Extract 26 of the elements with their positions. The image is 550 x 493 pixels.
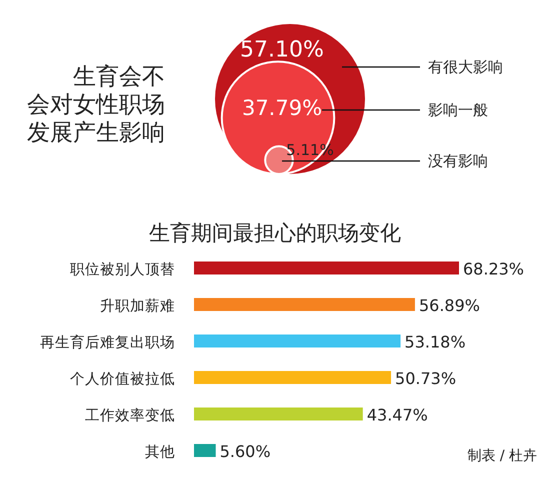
y-tick-label: 职位被别人顶替 xyxy=(70,261,175,278)
data-label: 57.10% xyxy=(240,37,324,62)
bar xyxy=(194,444,216,457)
bar xyxy=(194,262,459,274)
y-tick-label: 其他 xyxy=(145,444,175,460)
chart-title: 生育期间最担心的职场变化 xyxy=(149,221,401,245)
bar xyxy=(194,408,363,420)
data-label: 37.79% xyxy=(242,96,322,120)
data-label: 53.18% xyxy=(404,332,466,352)
category-label: 没有影响 xyxy=(428,152,488,170)
data-label: 50.73% xyxy=(395,369,456,388)
data-label: 43.47% xyxy=(366,406,428,424)
y-tick-label: 工作效率变低 xyxy=(85,407,175,424)
category-label: 影响一般 xyxy=(428,101,488,119)
y-tick-label: 升职加薪难 xyxy=(100,298,175,314)
bar xyxy=(194,298,415,311)
category-label: 有很大影响 xyxy=(428,58,503,76)
data-label: 5.60% xyxy=(220,442,271,461)
bar xyxy=(194,334,401,348)
bar xyxy=(194,371,392,384)
data-label: 68.23% xyxy=(463,260,524,278)
y-tick-label: 再生育后难复出职场 xyxy=(40,334,175,351)
data-label: 56.89% xyxy=(418,296,480,315)
text: 生育会不会对女性职场发展产生影响 xyxy=(27,64,165,146)
text: 制表 / 杜卉 xyxy=(467,448,537,464)
y-tick-label: 个人价值被拉低 xyxy=(70,370,175,388)
